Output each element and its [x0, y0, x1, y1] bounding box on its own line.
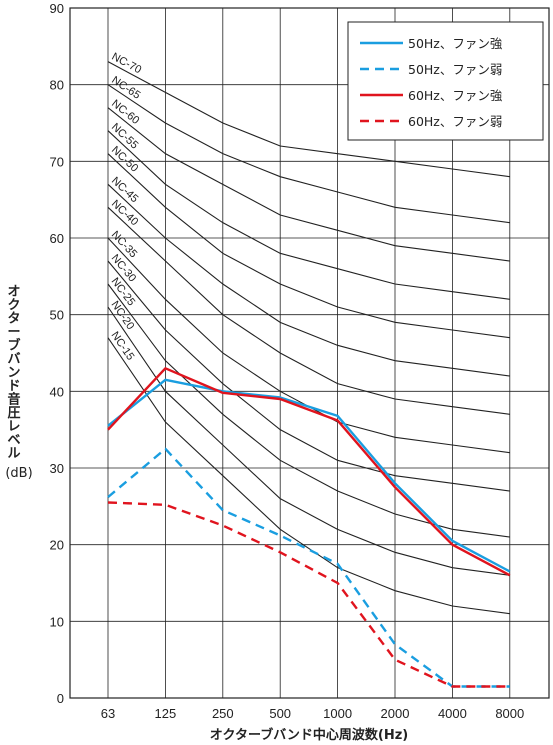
nc-curve: [107, 84, 510, 224]
y-tick-label: 40: [50, 384, 64, 399]
nc-curve: [107, 130, 510, 300]
nc-curve: [107, 183, 510, 377]
legend-label: 50Hz、ファン強: [408, 36, 503, 51]
y-tick-labels: 0 10 20 30 40 50 60 70 80 90: [50, 1, 64, 706]
y-tick-label: 10: [50, 614, 64, 629]
y-tick-label: 70: [50, 154, 64, 169]
y-tick-label: 50: [50, 308, 64, 323]
x-tick-label: 250: [212, 706, 234, 721]
nc-curve: [107, 260, 510, 492]
y-tick-label: 30: [50, 461, 64, 476]
y-axis-title: オクターブバンド音圧レベル(dB): [5, 284, 32, 481]
x-tick-labels: 63 125 250 500 1000 2000 4000 8000: [101, 706, 524, 721]
y-tick-label: 0: [57, 691, 64, 706]
x-tick-label: 4000: [438, 706, 467, 721]
legend-label: 50Hz、ファン弱: [408, 62, 502, 77]
series-line: [107, 367, 511, 577]
nc-curve: [107, 337, 510, 615]
y-tick-label: 80: [50, 78, 64, 93]
y-tick-label: 90: [50, 1, 64, 16]
nc-curve: [107, 153, 510, 339]
x-tick-label: 63: [101, 706, 115, 721]
x-tick-label: 2000: [381, 706, 410, 721]
nc-curve: [107, 283, 510, 538]
nc-curve: [107, 306, 510, 576]
legend-label: 60Hz、ファン強: [408, 88, 503, 103]
legend-label: 60Hz、ファン弱: [408, 114, 502, 129]
x-tick-label: 500: [269, 706, 291, 721]
legend: 50Hz、ファン強 50Hz、ファン弱 60Hz、ファン強 60Hz、ファン弱: [347, 21, 544, 141]
y-tick-label: 20: [50, 538, 64, 553]
nc-curve: [107, 206, 510, 415]
series-line: [107, 501, 510, 688]
nc-curve: [107, 61, 510, 178]
nc-curve: [107, 107, 510, 262]
x-tick-label: 125: [155, 706, 177, 721]
data-series: [107, 367, 511, 688]
x-tick-label: 1000: [323, 706, 352, 721]
x-tick-label: 8000: [495, 706, 524, 721]
series-line: [107, 378, 511, 573]
nc-curves: NC-70NC-65NC-60NC-55NC-50NC-45NC-40NC-35…: [107, 51, 510, 615]
series-line: [107, 447, 510, 688]
x-axis-title: オクターブバンド中心周波数(Hz): [210, 727, 408, 743]
y-tick-label: 60: [50, 231, 64, 246]
